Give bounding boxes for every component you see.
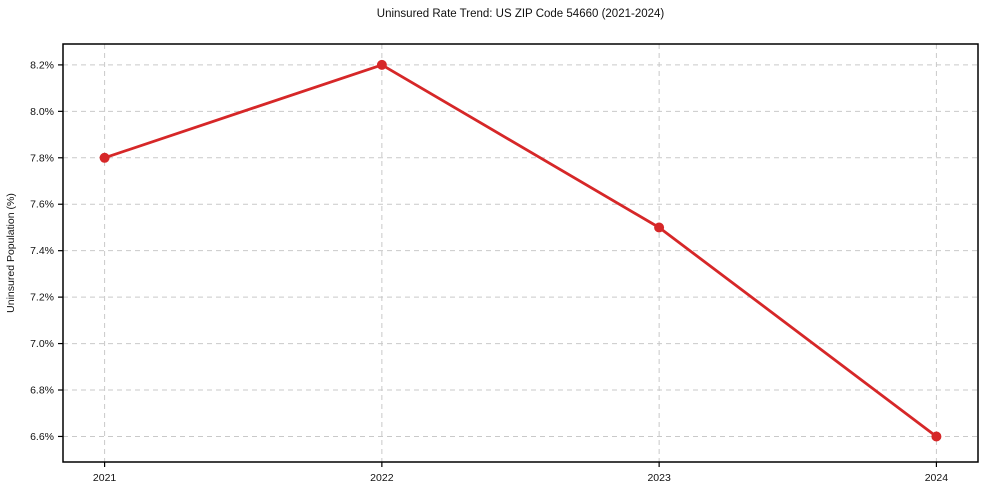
chart-title: Uninsured Rate Trend: US ZIP Code 54660 … (376, 8, 665, 20)
data-point-marker (99, 152, 110, 163)
trend-line (103, 63, 938, 438)
plot-border (62, 43, 979, 463)
y-tick-label: 6.8% (30, 385, 54, 397)
x-tick-label: 2024 (925, 472, 949, 484)
y-tick-label: 8.2% (30, 59, 54, 71)
data-point-marker (654, 222, 665, 233)
y-tick-label: 7.4% (30, 245, 54, 257)
y-tick-label: 7.6% (30, 199, 54, 211)
y-tick-label: 7.2% (30, 292, 54, 304)
x-tick-label: 2022 (370, 472, 394, 484)
data-point-marker (931, 431, 942, 442)
x-tick-label: 2021 (93, 472, 117, 484)
x-tick-label: 2023 (647, 472, 671, 484)
y-tick-label: 8.0% (30, 106, 54, 118)
y-tick-label: 7.0% (30, 338, 54, 350)
y-tick-label: 6.6% (30, 431, 54, 443)
data-point-marker (376, 59, 387, 70)
y-tick-label: 7.8% (30, 152, 54, 164)
